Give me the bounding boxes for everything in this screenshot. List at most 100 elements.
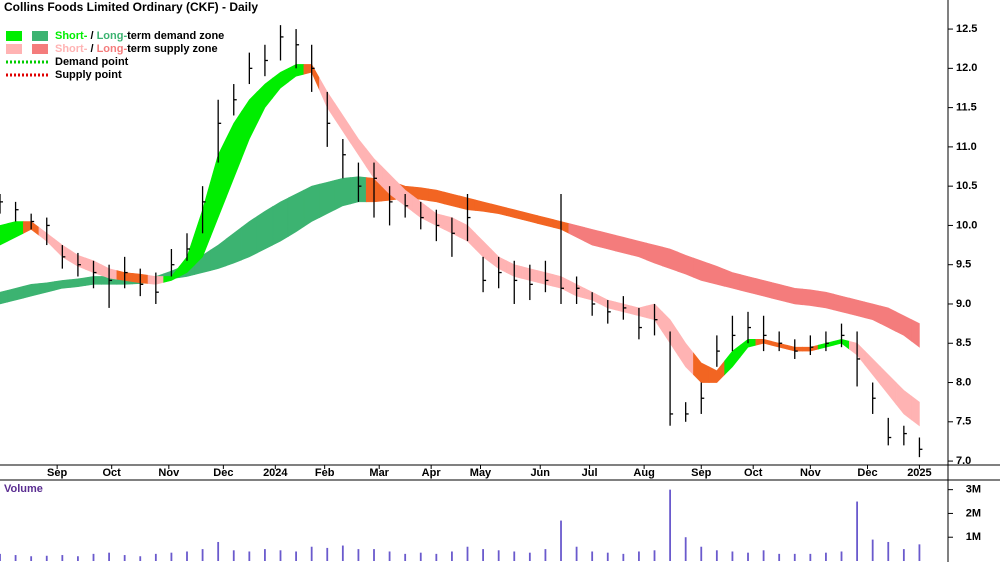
volume-bar bbox=[14, 555, 17, 561]
y-tick-label: 9.5 bbox=[956, 259, 971, 271]
legend-label-part: Short- bbox=[55, 43, 88, 55]
x-tick-label: Nov bbox=[800, 467, 822, 479]
volume-bar bbox=[232, 550, 235, 561]
volume-bar bbox=[544, 549, 547, 561]
long-term-zone bbox=[599, 230, 616, 252]
long-term-zone bbox=[880, 305, 897, 332]
volume-bar bbox=[357, 549, 360, 561]
volume-bar bbox=[762, 550, 765, 561]
long-term-zone bbox=[911, 319, 920, 348]
long-term-zone bbox=[272, 197, 289, 246]
volume-bar bbox=[731, 551, 734, 561]
long-term-zone bbox=[490, 203, 507, 216]
volume-bar bbox=[466, 546, 469, 561]
long-term-zone bbox=[662, 246, 679, 272]
volume-bar bbox=[264, 549, 266, 561]
volume-bar bbox=[513, 551, 516, 561]
long-term-zone bbox=[833, 293, 850, 315]
y-tick-label: 7.0 bbox=[956, 455, 971, 467]
y-tick-label: 9.0 bbox=[956, 298, 971, 310]
volume-label: Volume bbox=[4, 483, 43, 495]
long-term-zone bbox=[693, 257, 710, 283]
legend-label: Supply point bbox=[55, 69, 122, 81]
volume-bar bbox=[825, 552, 827, 561]
short-term-zone bbox=[225, 110, 242, 199]
long-term-zone bbox=[568, 223, 585, 242]
volume-bar bbox=[622, 553, 625, 561]
legend-swatch bbox=[32, 44, 48, 54]
legend-label: Short- / Long-term demand zone bbox=[55, 30, 224, 42]
long-term-zone bbox=[584, 227, 601, 248]
volume-bar bbox=[778, 553, 781, 561]
long-term-zone bbox=[739, 274, 757, 295]
y-tick-label: 10.5 bbox=[956, 180, 977, 192]
volume-bar bbox=[451, 551, 453, 561]
volume-bar bbox=[747, 552, 749, 561]
volume-bar bbox=[918, 544, 921, 561]
volume-bar bbox=[201, 549, 204, 561]
volume-bar bbox=[310, 546, 313, 561]
short-term-zone bbox=[241, 91, 258, 159]
volume-bar bbox=[497, 550, 500, 561]
long-term-zone bbox=[287, 189, 305, 237]
volume-tick-label: 1M bbox=[966, 531, 981, 543]
long-term-zone bbox=[241, 215, 258, 261]
x-tick-label: 2024 bbox=[263, 467, 288, 479]
volume-bar bbox=[560, 520, 562, 561]
volume-bar bbox=[279, 550, 282, 561]
long-term-zone bbox=[646, 242, 663, 267]
long-term-zone bbox=[225, 226, 242, 267]
long-term-zone bbox=[256, 206, 274, 254]
x-tick-label: Apr bbox=[422, 467, 442, 479]
long-term-zone bbox=[771, 281, 788, 303]
y-tick-label: 12.5 bbox=[956, 23, 977, 35]
long-term-zone bbox=[630, 238, 648, 261]
volume-bar bbox=[139, 556, 142, 561]
x-tick-label: Oct bbox=[103, 467, 122, 479]
long-term-zone bbox=[864, 301, 881, 325]
long-term-zone bbox=[334, 177, 351, 211]
legend-label-part: term supply zone bbox=[127, 43, 217, 55]
y-tick-label: 7.5 bbox=[956, 416, 971, 428]
long-term-zone bbox=[521, 211, 538, 224]
y-tick-label: 11.5 bbox=[956, 102, 977, 114]
volume-bar bbox=[45, 555, 48, 561]
short-term-zone bbox=[334, 102, 351, 144]
volume-bar bbox=[61, 555, 64, 561]
x-tick-label: Feb bbox=[315, 467, 335, 479]
legend-label-part: Short- bbox=[55, 30, 88, 42]
legend-label-part: term demand zone bbox=[127, 30, 224, 42]
short-term-zone bbox=[7, 221, 24, 242]
long-term-zone bbox=[38, 281, 55, 295]
volume-bar bbox=[638, 551, 640, 561]
long-term-zone bbox=[506, 207, 523, 220]
x-tick-label: Dec bbox=[213, 467, 233, 479]
price-bars bbox=[0, 25, 923, 458]
long-term-zone bbox=[319, 179, 336, 219]
long-term-zone bbox=[23, 283, 40, 299]
volume-bar bbox=[591, 551, 594, 561]
volume-bar bbox=[248, 551, 251, 561]
volume-bar bbox=[653, 550, 656, 561]
volume-tick-label: 2M bbox=[966, 507, 981, 519]
legend-swatch bbox=[32, 31, 48, 41]
short-term-zone bbox=[272, 67, 289, 99]
volume-bar bbox=[700, 546, 703, 561]
volume-bar bbox=[0, 553, 1, 561]
x-tick-label: May bbox=[470, 467, 492, 479]
x-tick-label: Sep bbox=[691, 467, 711, 479]
long-term-zone bbox=[428, 188, 445, 205]
chart-title: Collins Foods Limited Ordinary (CKF) - D… bbox=[4, 0, 258, 14]
volume-bar bbox=[30, 556, 33, 561]
volume-bar bbox=[123, 555, 126, 561]
short-term-zone bbox=[677, 330, 694, 376]
x-tick-label: Jul bbox=[582, 467, 598, 479]
long-term-zone bbox=[755, 278, 772, 299]
x-tick-label: Jun bbox=[530, 467, 550, 479]
short-term-zone bbox=[864, 350, 881, 386]
volume-bar bbox=[388, 551, 391, 561]
volume-bar bbox=[154, 553, 157, 561]
volume-bar bbox=[887, 541, 890, 561]
volume-bars bbox=[0, 489, 921, 561]
